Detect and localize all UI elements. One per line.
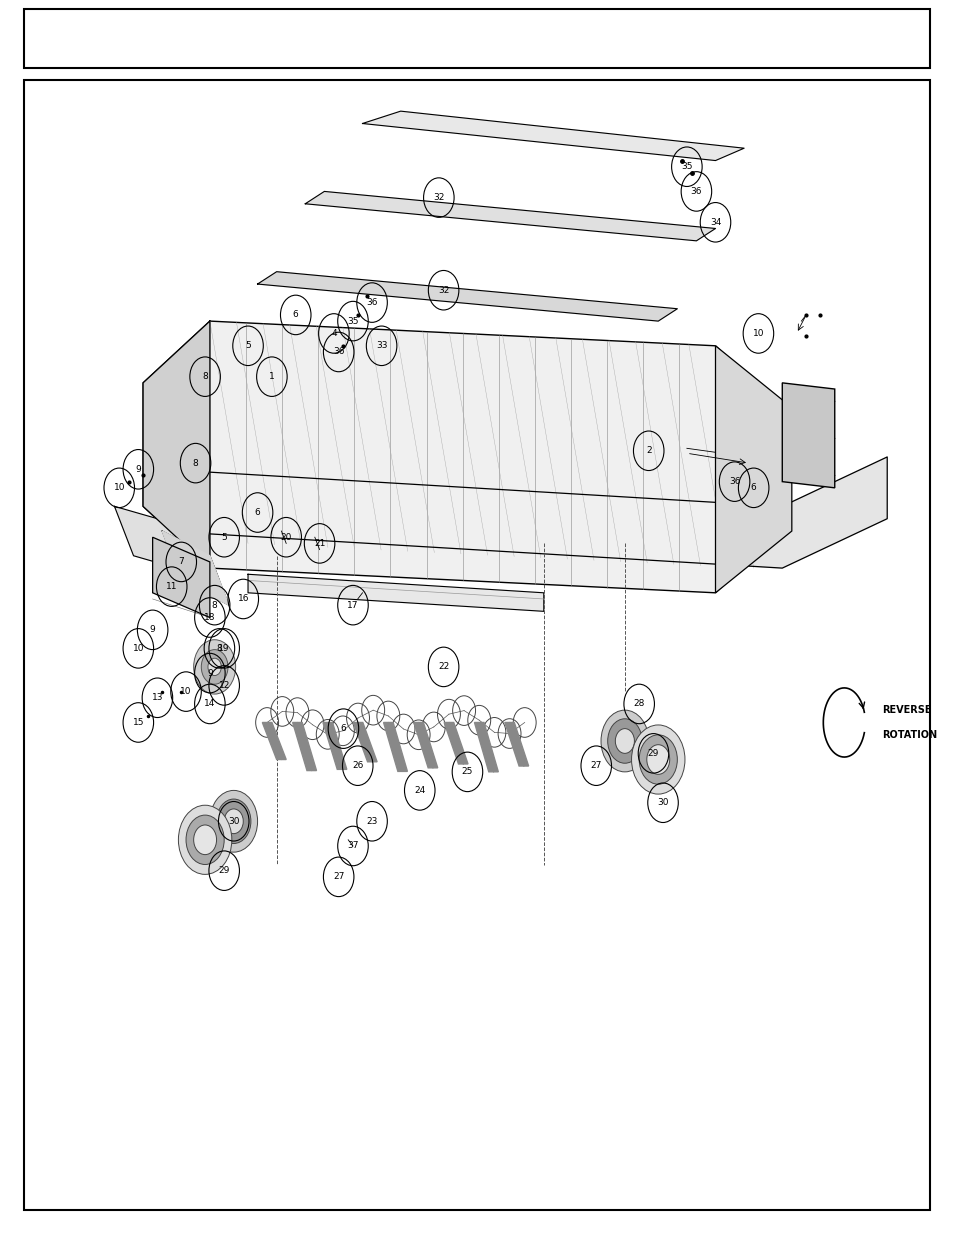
Text: 8: 8 xyxy=(212,600,217,610)
Text: 10: 10 xyxy=(132,643,144,653)
Polygon shape xyxy=(353,722,376,762)
Text: 36: 36 xyxy=(333,347,344,357)
Bar xyxy=(24,9,929,68)
Text: 23: 23 xyxy=(366,816,377,826)
Text: 28: 28 xyxy=(633,699,644,709)
Text: 8: 8 xyxy=(202,372,208,382)
Circle shape xyxy=(615,729,634,753)
Text: 25: 25 xyxy=(461,767,473,777)
Polygon shape xyxy=(248,574,543,611)
Text: 27: 27 xyxy=(590,761,601,771)
Polygon shape xyxy=(143,321,781,593)
Circle shape xyxy=(186,815,224,864)
Text: 36: 36 xyxy=(366,298,377,308)
Text: 6: 6 xyxy=(254,508,260,517)
Text: 6: 6 xyxy=(293,310,298,320)
Text: 37: 37 xyxy=(347,841,358,851)
Text: 27: 27 xyxy=(333,872,344,882)
Polygon shape xyxy=(715,346,791,593)
Text: 30: 30 xyxy=(657,798,668,808)
Text: 10: 10 xyxy=(180,687,192,697)
Text: 21: 21 xyxy=(314,538,325,548)
Text: 8: 8 xyxy=(193,458,198,468)
Text: 20: 20 xyxy=(280,532,292,542)
Polygon shape xyxy=(414,722,437,768)
Polygon shape xyxy=(305,191,715,241)
Text: 9: 9 xyxy=(135,464,141,474)
Text: 16: 16 xyxy=(237,594,249,604)
Text: REVERSE: REVERSE xyxy=(882,705,931,715)
Polygon shape xyxy=(162,531,229,605)
Text: 14: 14 xyxy=(204,699,215,709)
Circle shape xyxy=(639,735,677,784)
Polygon shape xyxy=(152,537,210,618)
Text: 29: 29 xyxy=(647,748,659,758)
Text: 6: 6 xyxy=(750,483,756,493)
Text: 26: 26 xyxy=(352,761,363,771)
Polygon shape xyxy=(362,111,743,161)
Text: 17: 17 xyxy=(347,600,358,610)
Polygon shape xyxy=(504,722,528,766)
Text: 9: 9 xyxy=(150,625,155,635)
Text: 15: 15 xyxy=(132,718,144,727)
Text: 33: 33 xyxy=(375,341,387,351)
Text: 5: 5 xyxy=(245,341,251,351)
Text: 6: 6 xyxy=(340,724,346,734)
Circle shape xyxy=(210,790,257,852)
Text: 19: 19 xyxy=(218,643,230,653)
Text: 13: 13 xyxy=(152,693,163,703)
Polygon shape xyxy=(114,506,219,580)
Text: 4: 4 xyxy=(331,329,336,338)
Text: 12: 12 xyxy=(218,680,230,690)
Polygon shape xyxy=(257,272,677,321)
Text: 10: 10 xyxy=(113,483,125,493)
Text: 22: 22 xyxy=(437,662,449,672)
Text: 8: 8 xyxy=(216,643,222,653)
Circle shape xyxy=(224,809,243,834)
Polygon shape xyxy=(474,722,497,772)
Text: ROTATION: ROTATION xyxy=(882,730,937,740)
Polygon shape xyxy=(143,321,210,568)
Circle shape xyxy=(208,658,221,676)
Text: 36: 36 xyxy=(690,186,701,196)
Polygon shape xyxy=(444,722,468,764)
Text: 1: 1 xyxy=(269,372,274,382)
Text: 7: 7 xyxy=(178,557,184,567)
Circle shape xyxy=(193,825,216,855)
Text: 9: 9 xyxy=(207,668,213,678)
Circle shape xyxy=(607,719,641,763)
Polygon shape xyxy=(162,457,886,568)
Circle shape xyxy=(631,725,684,794)
Text: 35: 35 xyxy=(347,316,358,326)
Polygon shape xyxy=(781,383,834,488)
Text: 18: 18 xyxy=(204,613,215,622)
Text: 29: 29 xyxy=(218,866,230,876)
Polygon shape xyxy=(323,722,347,769)
Circle shape xyxy=(201,650,228,684)
Text: 36: 36 xyxy=(728,477,740,487)
Polygon shape xyxy=(293,722,316,771)
Text: 30: 30 xyxy=(228,816,239,826)
Text: 32: 32 xyxy=(437,285,449,295)
Circle shape xyxy=(216,799,251,844)
Text: 34: 34 xyxy=(709,217,720,227)
Text: 5: 5 xyxy=(221,532,227,542)
Circle shape xyxy=(600,710,648,772)
Text: 2: 2 xyxy=(645,446,651,456)
Text: 32: 32 xyxy=(433,193,444,203)
Text: 24: 24 xyxy=(414,785,425,795)
Polygon shape xyxy=(262,722,286,760)
Circle shape xyxy=(193,640,235,694)
Text: 11: 11 xyxy=(166,582,177,592)
Text: 35: 35 xyxy=(680,162,692,172)
Polygon shape xyxy=(383,722,407,772)
Circle shape xyxy=(646,745,669,774)
Circle shape xyxy=(178,805,232,874)
Text: 10: 10 xyxy=(752,329,763,338)
